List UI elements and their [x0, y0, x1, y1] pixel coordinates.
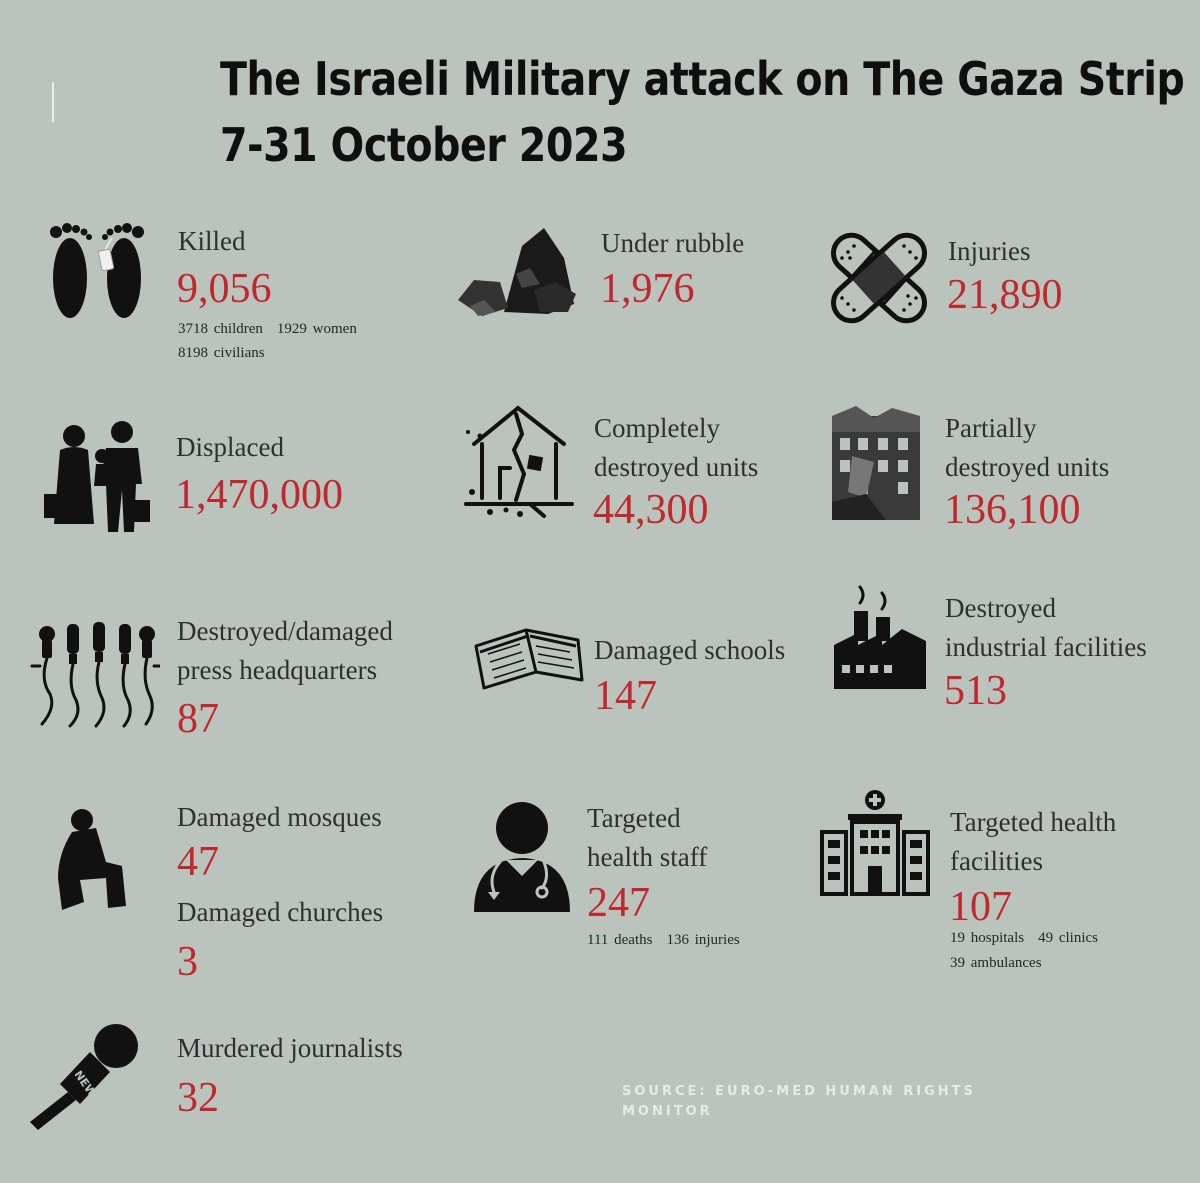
injuries-value: 21,890 — [947, 272, 1063, 318]
hospital-icon — [820, 790, 930, 896]
microphones-icon — [30, 622, 160, 728]
health-staff-value: 247 — [587, 880, 650, 926]
press-hq-label-2: press headquarters — [177, 655, 378, 685]
partially-destroyed-value: 136,100 — [944, 487, 1081, 533]
health-facilities-label-2: facilities — [950, 846, 1043, 876]
source-line-1: SOURCE: EURO-MED HUMAN RIGHTS — [622, 1084, 976, 1099]
health-staff-injuries: 136 injuries — [666, 932, 740, 948]
health-facilities-ambulances: 39 ambulances — [950, 955, 1042, 971]
source-line-2: MONITOR — [622, 1104, 713, 1119]
churches-value: 3 — [177, 939, 198, 985]
journalists-value: 32 — [177, 1075, 219, 1121]
health-staff-label-1: Targeted — [587, 803, 681, 833]
displaced-label: Displaced — [176, 432, 284, 462]
press-hq-value: 87 — [177, 696, 219, 742]
health-facilities-hospitals: 19 hospitals — [950, 930, 1025, 946]
news-microphone-icon: NEWS — [30, 1024, 138, 1130]
page-title: The Israeli Military attack on The Gaza … — [220, 46, 1185, 178]
praying-person-icon — [58, 809, 126, 910]
killed-breakdown: 3718 children 1929 women — [178, 317, 357, 341]
factory-icon — [834, 585, 926, 689]
killed-women: 1929 women — [276, 321, 357, 337]
source-note: SOURCE: EURO-MED HUMAN RIGHTS MONITOR — [622, 1082, 1062, 1122]
mosques-label: Damaged mosques — [177, 802, 382, 832]
open-book-icon — [474, 628, 584, 690]
completely-destroyed-label-1: Completely — [594, 413, 720, 443]
churches-label: Damaged churches — [177, 897, 384, 927]
schools-value: 147 — [594, 673, 657, 719]
health-staff-breakdown: 111 deaths 136 injuries — [587, 928, 740, 952]
completely-destroyed-label-2: destroyed units — [594, 452, 759, 482]
industrial-value: 513 — [944, 668, 1007, 714]
feet-toe-tag-icon — [50, 223, 144, 318]
under-rubble-label: Under rubble — [601, 228, 745, 258]
doctor-icon — [474, 802, 570, 912]
crossed-bandages-icon — [831, 232, 927, 324]
killed-civilians: 8198 civilians — [178, 345, 265, 361]
completely-destroyed-value: 44,300 — [593, 487, 709, 533]
rubble-icon — [458, 228, 576, 316]
under-rubble-value: 1,976 — [600, 266, 695, 312]
title-line-1: The Israeli Military attack on The Gaza … — [220, 52, 1185, 106]
destroyed-house-icon — [464, 405, 574, 518]
journalists-label: Murdered journalists — [177, 1033, 403, 1063]
press-hq-label-1: Destroyed/damaged — [177, 616, 393, 646]
health-facilities-clinics: 49 clinics — [1038, 930, 1098, 946]
health-staff-label-2: health staff — [587, 842, 708, 872]
killed-children: 3718 children — [178, 321, 263, 337]
schools-label: Damaged schools — [594, 635, 786, 665]
health-facilities-value: 107 — [949, 884, 1012, 930]
white-tick-mark — [52, 82, 54, 122]
displaced-value: 1,470,000 — [175, 472, 343, 518]
title-line-2: 7-31 October 2023 — [220, 118, 628, 172]
mosques-value: 47 — [177, 839, 219, 885]
damaged-building-icon — [832, 406, 920, 520]
health-facilities-breakdown: 19 hospitals 49 clinics — [950, 926, 1098, 950]
injuries-label: Injuries — [948, 236, 1031, 266]
health-staff-deaths: 111 deaths — [587, 932, 653, 948]
killed-label: Killed — [178, 226, 246, 256]
family-with-luggage-icon — [44, 421, 150, 532]
partially-destroyed-label-2: destroyed units — [945, 452, 1110, 482]
partially-destroyed-label-1: Partially — [945, 413, 1037, 443]
industrial-label-2: industrial facilities — [945, 632, 1147, 662]
health-facilities-label-1: Targeted health — [950, 807, 1117, 837]
industrial-label-1: Destroyed — [945, 593, 1056, 623]
killed-value: 9,056 — [177, 266, 272, 312]
